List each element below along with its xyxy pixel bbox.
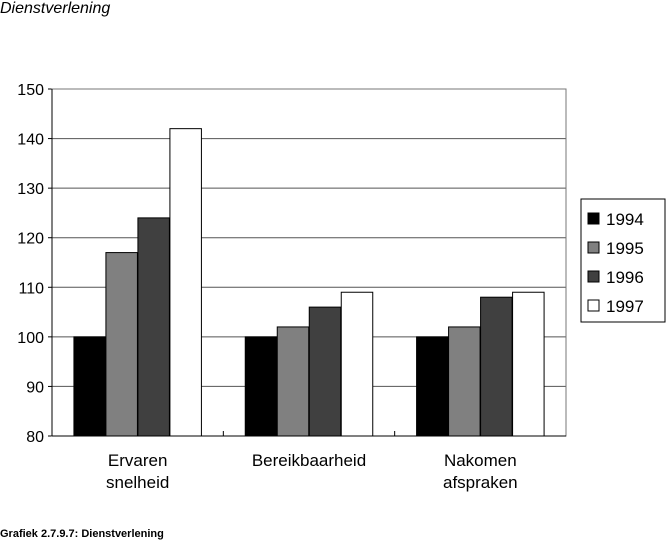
legend-label-1997: 1997 — [606, 297, 644, 316]
bar-1994-0 — [73, 336, 106, 437]
page-title: Dienstverlening — [0, 0, 111, 17]
bar-1995-2 — [448, 326, 481, 437]
bar-1997-1 — [340, 291, 374, 437]
bar-1995-1 — [276, 326, 310, 437]
legend: 1994 1995 1996 1997 — [580, 198, 666, 323]
bar-1996-2 — [480, 296, 513, 437]
bars — [73, 128, 545, 437]
bar-1996-0 — [137, 217, 170, 437]
y-tick-label: 80 — [26, 429, 44, 446]
legend-swatch-1997 — [587, 299, 600, 312]
legend-label-1994: 1994 — [606, 210, 644, 229]
legend-label-1995: 1995 — [606, 239, 644, 258]
y-tick-label: 130 — [17, 181, 44, 198]
bar-1996-1 — [308, 306, 342, 437]
legend-swatch-1995 — [587, 241, 600, 254]
y-tick-label: 140 — [17, 132, 44, 149]
bar-1997-0 — [169, 128, 202, 437]
legend-swatch-1994 — [587, 212, 600, 225]
bar-1995-0 — [105, 252, 138, 437]
x-tick-label: Ervaren snelheid — [106, 451, 169, 492]
y-tick-label: 100 — [17, 330, 44, 347]
axis-labels: 80 90 100 110 120 130 140 150 Ervaren snelheid Ber… — [17, 82, 517, 492]
y-tick-label: 90 — [26, 379, 44, 396]
figure-caption: Grafiek 2.7.9.7: Dienstverlening — [0, 528, 164, 540]
y-tick-label: 150 — [17, 82, 44, 99]
legend-label-1996: 1996 — [606, 268, 644, 287]
bar-1997-2 — [512, 291, 545, 437]
legend-swatch-1996 — [587, 270, 600, 283]
y-tick-label: 110 — [18, 280, 44, 297]
bar-1994-2 — [416, 336, 449, 437]
y-tick-label: 120 — [17, 231, 44, 248]
x-tick-label: Bereikbaarheid — [252, 451, 366, 470]
bar-1994-1 — [244, 336, 278, 437]
x-tick-label: Nakomen afspraken — [443, 451, 518, 492]
